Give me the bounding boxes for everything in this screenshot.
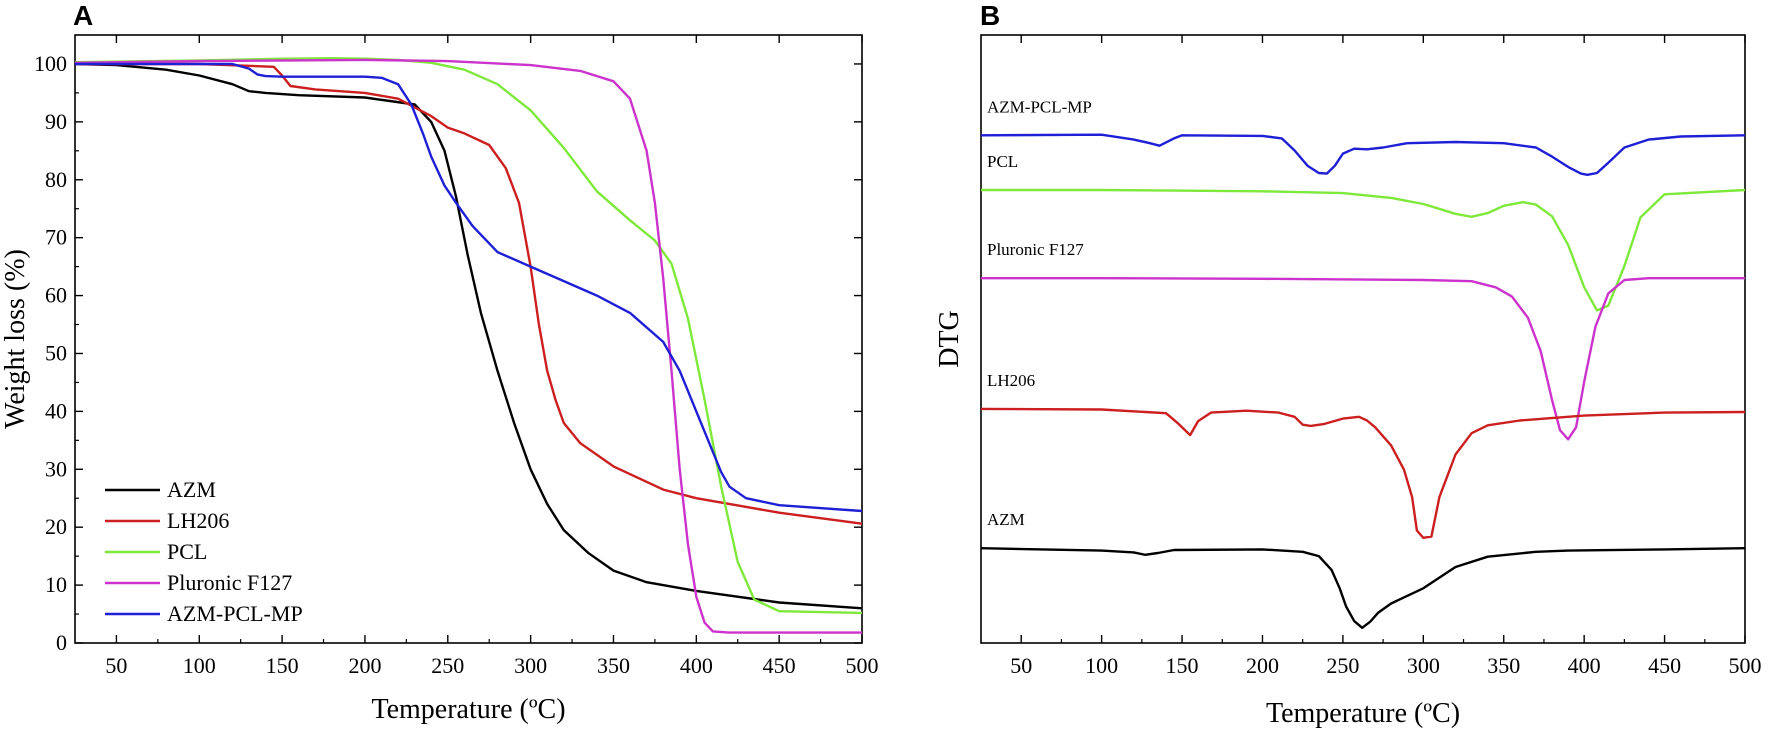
x-tick-label-b: 150	[1166, 653, 1199, 678]
series-line-b-lh206	[980, 407, 1746, 539]
x-tick-label-a: 400	[680, 653, 713, 678]
y-tick-label-a: 50	[45, 340, 67, 365]
x-tick-label-a: 50	[105, 653, 127, 678]
series-label-b: AZM	[987, 510, 1025, 529]
x-tick-label-b: 400	[1568, 653, 1601, 678]
legend-label-a: PCL	[167, 539, 207, 564]
x-tick-label-a: 450	[763, 653, 796, 678]
x-axis-title-b: Temperature (ºC)	[1266, 698, 1460, 729]
series-line-a-pluronic-f127	[74, 58, 862, 634]
x-tick-label-a: 250	[431, 653, 464, 678]
legend-label-a: Pluronic F127	[167, 570, 292, 595]
plot-frame-b	[980, 34, 1746, 644]
y-tick-label-a: 100	[34, 51, 67, 76]
series-line-b-pluronic-f127	[981, 277, 1745, 441]
x-tick-label-a: 300	[514, 653, 547, 678]
series-line-b-azm-pcl-mp	[980, 133, 1746, 177]
x-tick-label-b: 100	[1085, 653, 1118, 678]
y-tick-label-a: 20	[45, 514, 67, 539]
x-tick-label-b: 250	[1326, 653, 1359, 678]
series-line-a-lh206	[75, 62, 863, 525]
legend-label-a: AZM	[167, 477, 216, 502]
series-label-b: LH206	[987, 371, 1035, 390]
x-tick-label-a: 500	[846, 653, 879, 678]
panel-a-tga-chart: 50 100 150 200 250 300 350 400 450 500 0 10 20 30 40 50…	[0, 34, 879, 725]
panel-a-letter: A	[73, 0, 93, 31]
x-tick-label-b: 50	[1010, 653, 1032, 678]
series-line-a-pcl	[74, 57, 863, 615]
y-tick-label-a: 40	[45, 398, 67, 423]
series-line-a-azm-pcl-mp	[75, 62, 863, 513]
y-tick-label-a: 30	[45, 456, 67, 481]
series-line-b-pcl	[981, 188, 1746, 312]
series-label-b: Pluronic F127	[987, 240, 1084, 259]
y-tick-label-a: 60	[45, 283, 67, 308]
panel-b-letter: B	[980, 0, 1000, 31]
x-axis-title-a: Temperature (ºC)	[371, 694, 565, 725]
legend-label-a: LH206	[167, 508, 229, 533]
x-tick-label-b: 500	[1729, 653, 1762, 678]
y-tick-label-a: 70	[45, 225, 67, 250]
x-tick-label-a: 150	[266, 653, 299, 678]
plot-frame-a	[74, 34, 863, 644]
y-axis-title-b: DTG	[934, 310, 965, 368]
x-tick-label-b: 450	[1648, 653, 1681, 678]
series-label-b: PCL	[987, 152, 1018, 171]
series-line-a-azm	[74, 62, 863, 610]
x-tick-label-a: 200	[348, 653, 381, 678]
y-tick-label-a: 10	[45, 572, 67, 597]
legend-label-a: AZM-PCL-MP	[167, 601, 303, 626]
y-tick-label-a: 90	[45, 109, 67, 134]
series-label-b: AZM-PCL-MP	[987, 97, 1092, 116]
x-tick-label-b: 300	[1407, 653, 1440, 678]
x-tick-label-b: 200	[1246, 653, 1279, 678]
panel-b-dtg-chart: 50 100 150 200 250 300 350 400 450 500 Temperature…	[934, 34, 1762, 729]
y-tick-label-a: 80	[45, 167, 67, 192]
x-tick-label-b: 350	[1487, 653, 1520, 678]
y-tick-label-a: 0	[56, 630, 67, 655]
x-tick-label-a: 100	[183, 653, 216, 678]
y-axis-title-a: Weight loss (%)	[0, 249, 31, 429]
x-tick-label-a: 350	[597, 653, 630, 678]
series-line-b-azm	[980, 547, 1746, 629]
